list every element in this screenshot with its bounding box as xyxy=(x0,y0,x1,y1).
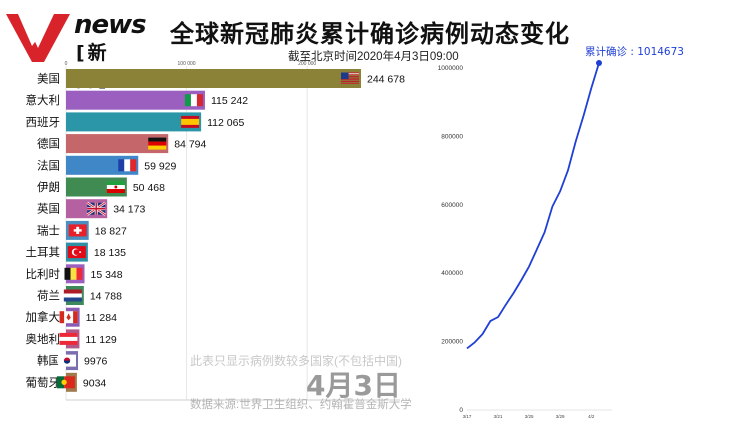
bar-row: 伊朗 50 468 xyxy=(37,177,165,197)
bar-value-label: 9976 xyxy=(84,356,108,368)
spain-flag xyxy=(181,115,200,128)
bar-row: 比利时 15 348 xyxy=(26,264,123,284)
line-x-tick-label: 3/21 xyxy=(494,414,503,419)
bar-row: 荷兰 14 788 xyxy=(37,286,122,305)
bar-value-label: 18 135 xyxy=(94,247,126,259)
bar-row: 德国 84 794 xyxy=(37,134,207,154)
bar-category-label: 西班牙 xyxy=(26,115,61,129)
bar-category-label: 德国 xyxy=(37,137,60,151)
current-date-label: 4月3日 xyxy=(306,369,401,402)
iran-flag xyxy=(106,181,125,193)
germany-flag xyxy=(148,137,167,150)
page-title: 全球新冠肺炎累计确诊病例动态变化 xyxy=(170,20,570,48)
countries-note: 此表只显示病例数较多国家(不包括中国) xyxy=(190,354,402,368)
bar-value-label: 11 284 xyxy=(86,312,117,324)
news-logo-mark xyxy=(6,14,70,62)
bar-category-label: 英国 xyxy=(37,202,60,216)
bar-x-tick-label: 200 000 xyxy=(298,61,316,67)
logo-word: news xyxy=(74,10,147,40)
bar-row: 奥地利 11 129 xyxy=(26,329,117,349)
bar-row: 英国 34 173 xyxy=(37,199,145,219)
bar-value-label: 59 929 xyxy=(144,160,176,172)
belgium-flag xyxy=(64,267,83,280)
bar-category-label: 比利时 xyxy=(26,267,61,281)
bar-row: 瑞士 18 827 xyxy=(37,220,127,240)
bar-category-label: 土耳其 xyxy=(26,245,61,259)
data-source: 数据来源:世界卫生组织、约翰霍普金斯大学 xyxy=(190,399,412,411)
austria-flag xyxy=(59,332,78,345)
bar-category-label: 意大利 xyxy=(26,93,61,107)
bar-row: 土耳其 18 135 xyxy=(26,242,126,262)
bar-category-label: 美国 xyxy=(37,72,60,86)
bar-value-label: 15 348 xyxy=(91,269,123,281)
line-y-tick-label: 800000 xyxy=(441,133,463,140)
turkey-flag xyxy=(67,246,86,259)
bar-category-label: 瑞士 xyxy=(37,223,60,237)
page-subtitle: 截至北京时间2020年4月3日09:00 xyxy=(288,51,459,63)
line-y-tick-label: 600000 xyxy=(441,202,463,209)
bar-value-label: 84 794 xyxy=(174,139,206,151)
uk-flag xyxy=(86,201,106,216)
bar-value-label: 11 129 xyxy=(85,334,116,346)
bar-value-label: 50 468 xyxy=(133,182,165,194)
bar-category-label: 伊朗 xyxy=(37,180,60,194)
portugal-flag xyxy=(56,376,75,389)
bar-x-tick-label: 0 xyxy=(65,61,68,67)
france-flag xyxy=(118,159,137,172)
bar-category-label: 奥地利 xyxy=(26,332,61,346)
bar-row: 意大利 115 242 xyxy=(26,90,248,110)
line-x-tick-label: 3/25 xyxy=(525,414,534,419)
netherlands-flag xyxy=(63,289,82,302)
bar xyxy=(66,69,361,88)
line-x-tick-label: 3/29 xyxy=(556,414,565,419)
line-x-tick-label: 4/2 xyxy=(588,414,595,419)
canada-flag xyxy=(59,311,78,324)
line-y-tick-label: 0 xyxy=(459,407,463,414)
bar xyxy=(66,134,169,154)
bar-value-label: 115 242 xyxy=(211,95,248,107)
bar-value-label: 9034 xyxy=(83,377,107,389)
bar-value-label: 18 827 xyxy=(95,225,127,237)
bar xyxy=(66,90,205,110)
line-y-tick-label: 1000000 xyxy=(438,65,464,72)
bar-x-tick-label: 100 000 xyxy=(178,61,196,67)
news-logo: news [新 闻] xyxy=(4,8,147,91)
bar-row: 美国 244 678 xyxy=(37,69,405,88)
bar-row: 葡萄牙 9034 xyxy=(26,372,107,392)
bar-value-label: 112 065 xyxy=(207,117,244,129)
bar-category-label: 加拿大 xyxy=(26,310,61,324)
bar-row: 韩国 9976 xyxy=(37,351,108,371)
bar xyxy=(66,112,202,132)
korea-flag xyxy=(58,354,77,367)
bar-category-label: 葡萄牙 xyxy=(26,375,61,389)
bar-value-label: 34 173 xyxy=(113,204,145,216)
bar-row: 西班牙 112 065 xyxy=(26,112,244,132)
line-x-tick-label: 3/17 xyxy=(463,414,472,419)
line-y-tick-label: 200000 xyxy=(441,339,463,346)
line-end-point xyxy=(596,59,602,66)
italy-flag xyxy=(184,94,203,107)
bar-value-label: 14 788 xyxy=(90,291,122,303)
switzerland-flag xyxy=(68,224,87,237)
line-end-label: 累计确诊 : 1014673 xyxy=(585,45,684,58)
bar-value-label: 244 678 xyxy=(367,74,405,86)
bar-category-label: 韩国 xyxy=(37,354,60,368)
confirmed-cases-line xyxy=(466,62,600,350)
bar-category-label: 法国 xyxy=(37,158,60,172)
bar-row: 加拿大 11 284 xyxy=(26,307,117,327)
us-flag xyxy=(341,72,359,84)
line-y-tick-label: 400000 xyxy=(441,270,463,277)
bar-category-label: 荷兰 xyxy=(37,289,60,303)
bar-row: 法国 59 929 xyxy=(37,155,177,175)
